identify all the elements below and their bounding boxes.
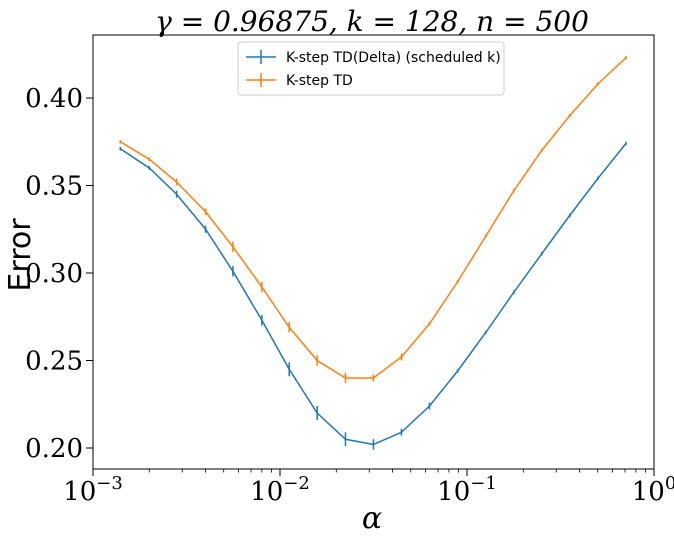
data-point: [456, 280, 459, 283]
x-tick-label-base: 10: [632, 477, 665, 507]
series-0: [119, 141, 627, 450]
data-point: [344, 377, 347, 379]
data-point: [484, 331, 487, 334]
data-point: [512, 189, 515, 192]
x-axis-label: α: [362, 501, 382, 536]
data-point: [568, 114, 571, 117]
data-point: [288, 326, 291, 329]
y-tick-label: 0.40: [25, 84, 83, 114]
y-axis-label: Error: [3, 218, 38, 292]
x-tick-label-exponent: −1: [470, 473, 497, 494]
x-tick-label-exponent: −2: [283, 473, 310, 494]
y-tick-label: 0.25: [25, 347, 83, 377]
legend-entry-delta: K-step TD(Delta) (scheduled k): [246, 50, 501, 66]
data-point: [344, 438, 347, 441]
data-point: [625, 56, 627, 59]
data-point: [568, 214, 571, 217]
data-point: [372, 377, 375, 379]
data-point: [260, 286, 263, 288]
data-point: [204, 210, 207, 213]
x-tick-label: 10−3: [63, 473, 123, 507]
x-tick-label-base: 10: [250, 477, 283, 507]
data-point: [119, 147, 122, 150]
data-point: [540, 149, 543, 152]
x-axis-ticks: 10−3 10−2 10−1 100: [63, 469, 674, 507]
chart-title: γ = 0.96875, k = 128, n = 500: [155, 5, 589, 38]
data-point: [175, 193, 178, 196]
x-tick-label: 10−1: [437, 473, 497, 507]
x-tick-label: 100: [632, 473, 674, 507]
series-layer: [119, 56, 627, 450]
data-point: [260, 319, 263, 322]
data-point: [484, 235, 487, 238]
data-point: [625, 142, 627, 145]
data-point: [316, 359, 319, 362]
x-tick-label: 10−2: [250, 473, 310, 507]
plot-area: [92, 34, 655, 470]
data-point: [596, 83, 599, 85]
data-point: [232, 270, 234, 273]
legend-label-kstep: K-step TD: [286, 73, 353, 89]
data-point: [148, 167, 151, 169]
y-axis-ticks: 0.20 0.25 0.30 0.35 0.40: [25, 84, 93, 464]
x-tick-label-exponent: −3: [96, 473, 123, 494]
data-point: [400, 431, 403, 434]
legend-entry-kstep: K-step TD: [246, 73, 353, 89]
x-tick-label-base: 10: [63, 477, 96, 507]
data-point: [232, 245, 234, 248]
data-point: [596, 177, 599, 180]
data-point: [540, 252, 543, 255]
y-tick-label: 0.20: [25, 434, 83, 464]
data-point: [372, 443, 375, 446]
data-point: [456, 370, 459, 372]
y-tick-label: 0.35: [25, 172, 83, 202]
x-minor-ticks: [148, 469, 646, 473]
data-point: [288, 368, 291, 371]
y-tick-label: 0.30: [25, 259, 83, 289]
legend-label-delta: K-step TD(Delta) (scheduled k): [286, 50, 501, 66]
data-point: [316, 412, 319, 414]
series-1: [119, 56, 627, 384]
data-point: [400, 356, 403, 358]
x-tick-label-exponent: 0: [665, 473, 674, 494]
data-point: [148, 158, 151, 161]
data-point: [428, 405, 431, 407]
data-point: [204, 228, 207, 231]
data-point: [512, 291, 515, 294]
data-point: [175, 181, 178, 183]
legend: K-step TD(Delta) (scheduled k) K-step TD: [237, 41, 505, 96]
legend-box: [237, 41, 505, 96]
data-point: [428, 322, 431, 325]
data-point: [119, 140, 122, 143]
x-tick-label-base: 10: [437, 477, 470, 507]
